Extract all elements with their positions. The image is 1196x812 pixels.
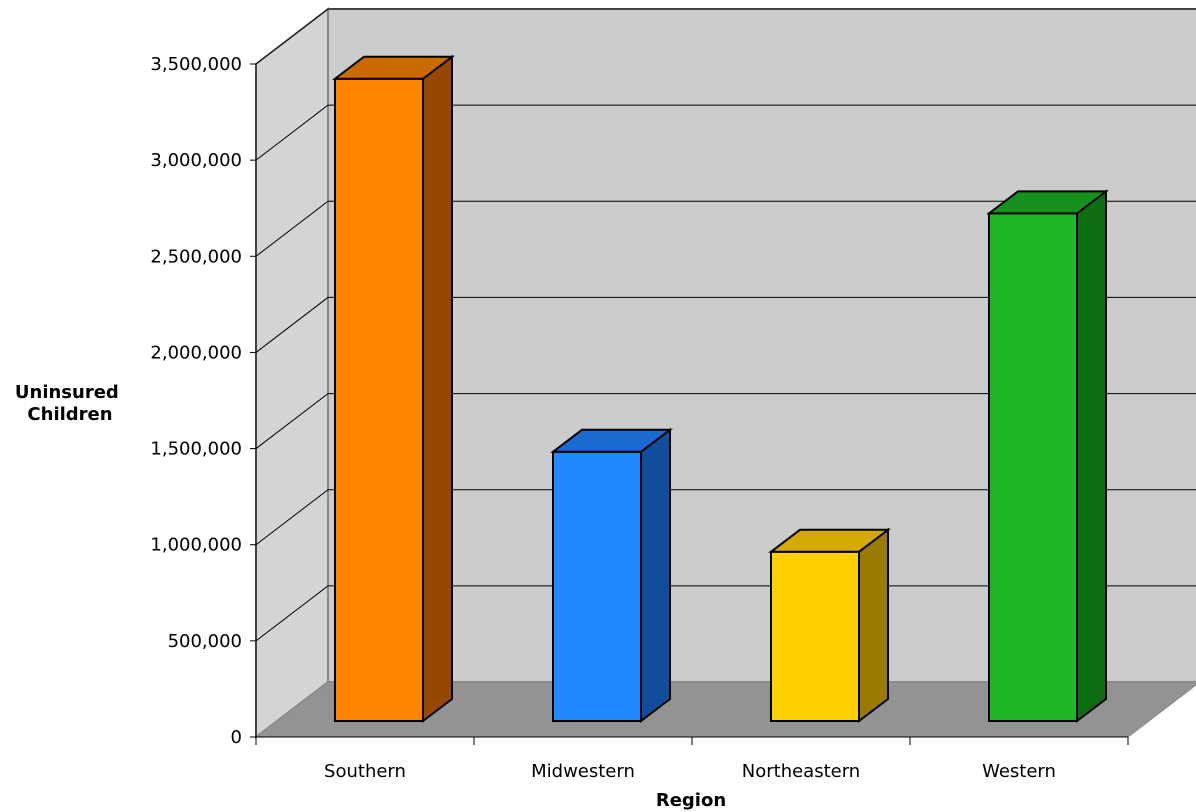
- chart-walls: [254, 6, 1196, 740]
- bar: [768, 527, 891, 724]
- bar-top: [332, 55, 455, 80]
- x-tick-label: Midwestern: [531, 761, 635, 782]
- bar-front: [552, 450, 642, 722]
- gridline: [255, 585, 1196, 642]
- y-tick-labels: 0 500,000 1,000,000 1,500,000 2,000,000 2,500…: [150, 54, 242, 748]
- x-tick-label: Northeastern: [742, 761, 860, 782]
- bar-top: [550, 428, 673, 453]
- y-tick-label: 2,000,000: [150, 342, 242, 363]
- y-tick-label: 0: [231, 727, 242, 748]
- bar-side: [640, 427, 671, 724]
- y-tick-label: 2,500,000: [150, 246, 242, 267]
- bar-front: [334, 77, 424, 723]
- bar-side: [422, 54, 453, 724]
- bar: [986, 189, 1109, 724]
- y-axis-title-line-1: Uninsured: [15, 382, 119, 403]
- gridline: [255, 8, 1196, 65]
- x-tick-label: Southern: [324, 761, 406, 782]
- y-tick-label: 1,000,000: [150, 535, 242, 556]
- gridline: [255, 489, 1196, 546]
- axes: [250, 63, 1129, 745]
- y-tick-label: 3,000,000: [150, 150, 242, 171]
- side-wall: [255, 6, 329, 740]
- x-tick-label: Western: [982, 761, 1056, 782]
- bar-top: [768, 528, 891, 553]
- bar: [550, 427, 673, 724]
- x-tick-labels: Southern Midwestern Northeastern Western: [324, 761, 1056, 782]
- y-tick-label: 3,500,000: [150, 54, 242, 75]
- bar-side: [858, 527, 889, 724]
- bar-front: [988, 212, 1078, 722]
- bar-top: [986, 190, 1109, 215]
- bar-front: [770, 550, 860, 722]
- bar: [332, 54, 455, 724]
- gridlines: [255, 8, 1196, 642]
- bar-side: [1076, 189, 1107, 724]
- gridline: [255, 296, 1196, 353]
- x-axis-title: Region: [656, 790, 726, 811]
- gridline: [255, 393, 1196, 449]
- y-axis-title: Uninsured Children: [15, 382, 125, 425]
- y-axis-title-line-2: Children: [27, 404, 112, 425]
- y-tick-label: 500,000: [168, 631, 242, 652]
- gridline: [255, 104, 1196, 161]
- y-tick-label: 1,500,000: [150, 439, 242, 460]
- bars: [332, 54, 1109, 724]
- gridline: [255, 200, 1196, 257]
